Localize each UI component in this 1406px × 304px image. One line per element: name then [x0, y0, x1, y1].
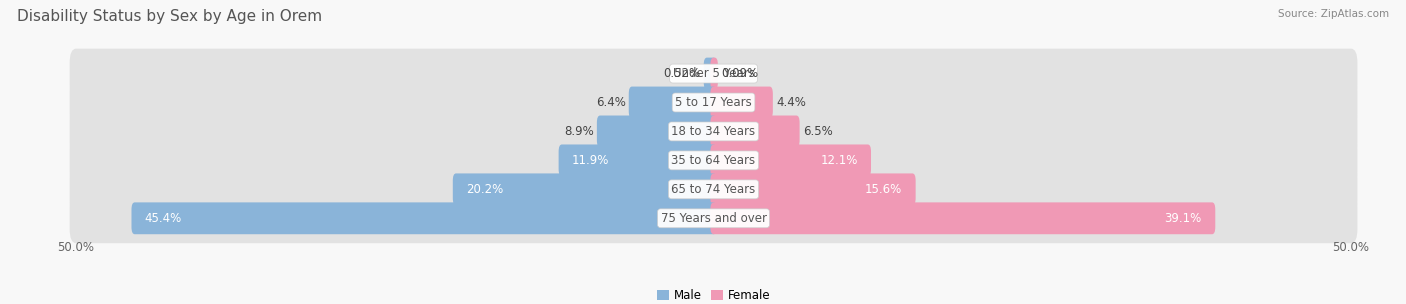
FancyBboxPatch shape — [704, 58, 717, 89]
Text: 11.9%: 11.9% — [572, 154, 609, 167]
Text: 65 to 74 Years: 65 to 74 Years — [672, 183, 755, 196]
Text: 20.2%: 20.2% — [467, 183, 503, 196]
Text: 4.4%: 4.4% — [776, 96, 806, 109]
FancyBboxPatch shape — [710, 144, 870, 176]
FancyBboxPatch shape — [628, 87, 717, 119]
FancyBboxPatch shape — [710, 173, 915, 205]
FancyBboxPatch shape — [453, 173, 717, 205]
FancyBboxPatch shape — [70, 106, 1357, 156]
Text: 39.1%: 39.1% — [1164, 212, 1202, 225]
Text: 8.9%: 8.9% — [564, 125, 593, 138]
Text: 75 Years and over: 75 Years and over — [661, 212, 766, 225]
Text: 6.5%: 6.5% — [803, 125, 832, 138]
FancyBboxPatch shape — [70, 164, 1357, 214]
FancyBboxPatch shape — [710, 202, 1215, 234]
Text: 5 to 17 Years: 5 to 17 Years — [675, 96, 752, 109]
Text: 18 to 34 Years: 18 to 34 Years — [672, 125, 755, 138]
FancyBboxPatch shape — [70, 193, 1357, 243]
Legend: Male, Female: Male, Female — [652, 284, 775, 304]
Text: 35 to 64 Years: 35 to 64 Years — [672, 154, 755, 167]
FancyBboxPatch shape — [710, 87, 773, 119]
Text: 0.09%: 0.09% — [721, 67, 758, 80]
FancyBboxPatch shape — [70, 49, 1357, 98]
Text: 45.4%: 45.4% — [145, 212, 183, 225]
Text: Under 5 Years: Under 5 Years — [672, 67, 755, 80]
FancyBboxPatch shape — [710, 58, 718, 89]
Text: 0.52%: 0.52% — [664, 67, 700, 80]
Text: 12.1%: 12.1% — [820, 154, 858, 167]
FancyBboxPatch shape — [70, 78, 1357, 127]
FancyBboxPatch shape — [70, 136, 1357, 185]
Text: 6.4%: 6.4% — [596, 96, 626, 109]
FancyBboxPatch shape — [710, 116, 800, 147]
Text: 15.6%: 15.6% — [865, 183, 903, 196]
Text: Disability Status by Sex by Age in Orem: Disability Status by Sex by Age in Orem — [17, 9, 322, 24]
FancyBboxPatch shape — [598, 116, 717, 147]
FancyBboxPatch shape — [132, 202, 717, 234]
Text: Source: ZipAtlas.com: Source: ZipAtlas.com — [1278, 9, 1389, 19]
FancyBboxPatch shape — [558, 144, 717, 176]
